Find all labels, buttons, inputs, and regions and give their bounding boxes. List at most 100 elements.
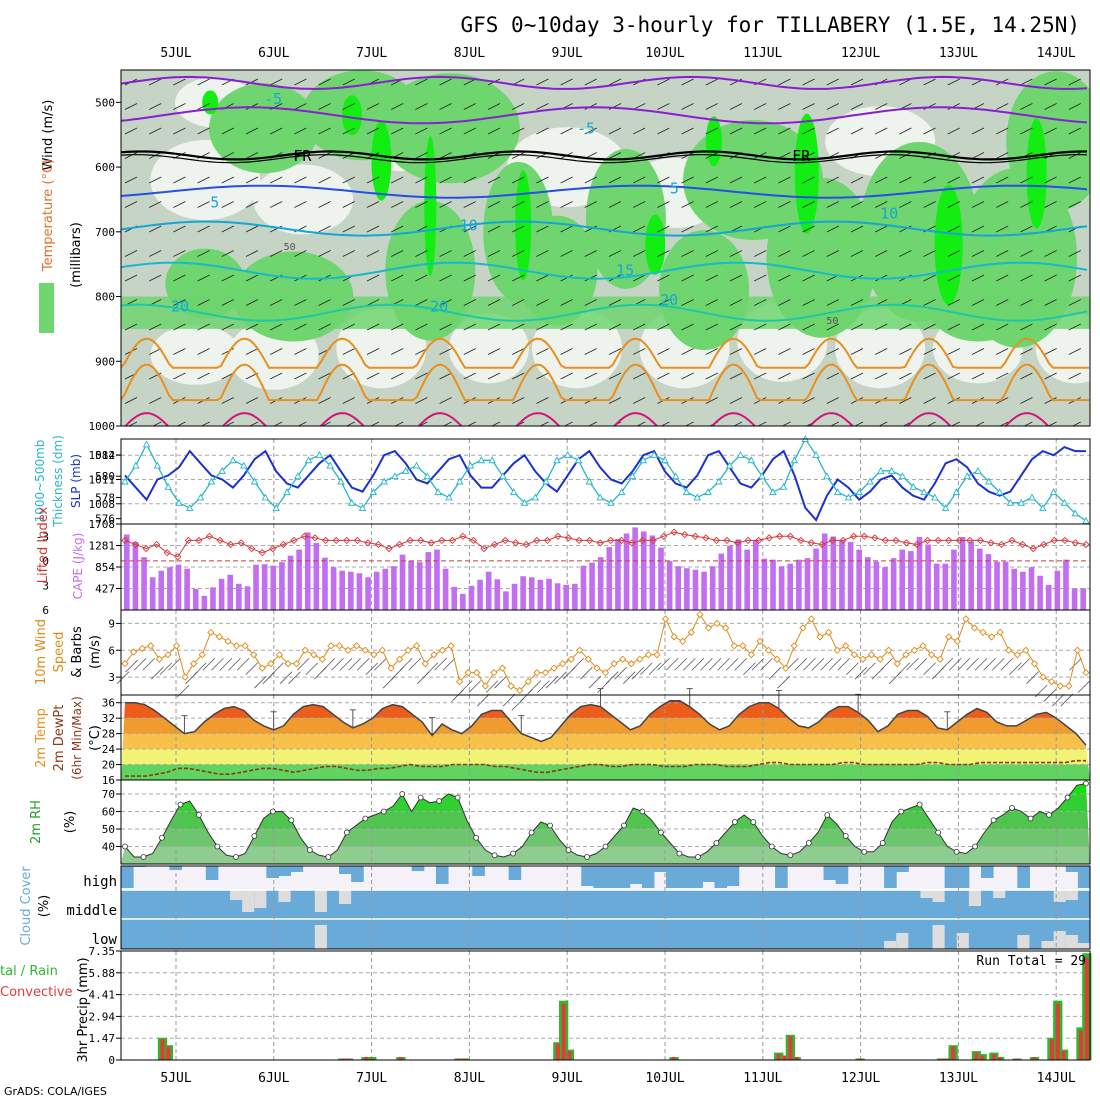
cape-bar [460,593,466,610]
wind-barb [875,103,888,110]
wind-barb [560,348,573,355]
wind-barb [899,372,912,380]
wind-speed-point [258,664,266,672]
surface-wind-barb [734,657,748,671]
low-cloud-bar [508,919,522,949]
thickness-point [952,488,961,496]
wind-speed-point [1073,646,1082,654]
lifted-index-point [881,536,889,545]
wind-barb [681,78,694,86]
wind-barb [899,127,912,135]
rain-convective-bar [788,1036,793,1060]
wind-barb [705,103,718,110]
mid-cloud-bar [496,890,510,919]
cape-bar [210,587,216,610]
cape-bar [933,563,940,610]
wind-barb [560,250,573,257]
surface-wind-barb [588,675,602,689]
wind-barb [536,323,549,331]
wind-barb [512,323,525,331]
wind-barb [899,176,912,184]
thickness-point [877,466,885,474]
temp-color-band [121,749,1090,765]
thickness-tick-label: 580 [95,470,115,483]
low-cloud-bar [302,919,316,949]
rh-point [1009,805,1015,811]
wind-barb [947,103,960,110]
lifted-index-tick-label: 0 [42,555,49,568]
thickness-point [132,461,140,469]
wind-barb [826,299,839,306]
thickness-point [833,488,842,496]
pressure-tick-label: 500 [95,96,115,109]
thickness-point [423,472,432,480]
wind-barb [197,127,210,135]
mid-cloud-bar [121,890,134,919]
low-cloud-gap [1041,941,1055,949]
rain-convective-bar [782,1055,787,1060]
wind-barb [391,348,404,355]
mid-cloud-bar [508,890,522,919]
slp-tick-label: 1011 [89,473,116,486]
wind-barb [850,176,864,184]
thickness-point [963,472,971,480]
lifted-index-point [459,532,467,540]
wind-speed-point [507,682,515,690]
pressure-tick-label: 900 [95,355,115,368]
lifted-index-point [184,536,192,545]
rh-point [399,791,406,797]
thickness-point [941,504,950,512]
wind-speed-point [138,644,146,653]
wind-barb [560,225,573,233]
thickness-point [499,472,507,480]
surface-wind-barb [254,675,267,689]
wind-barb [512,201,525,208]
surface-wind-barb [854,666,868,680]
wind-barb [705,323,718,331]
wind-barb [221,152,234,159]
wind-barb [124,176,138,184]
mid-cloud-bar [520,890,534,919]
wind-speed-point [473,668,481,677]
wind-barb [850,201,864,208]
mid-cloud-gap [1065,890,1079,900]
wind-barb [318,201,331,208]
wind-barb [491,421,501,426]
cape-bar [839,540,845,610]
thickness-point [358,504,367,512]
wind-barb [826,176,839,184]
lifted-index-tick-label: -3 [36,530,49,543]
wind-barb [826,78,839,86]
cape-bar [167,567,173,610]
wind-barb [173,299,186,306]
wind-barb [729,299,743,306]
wind-barb [366,201,380,208]
wind-barb [173,78,186,86]
wind-speed-point [799,624,807,632]
rh-point [232,854,239,860]
wind-barb [415,127,428,135]
low-cloud-bar [544,919,558,949]
low-cloud-bar [399,919,413,949]
wind-barb [466,421,476,426]
saturated-region [705,116,722,167]
low-cloud-gap [1077,943,1091,949]
mid-cloud-bar [908,890,921,919]
surface-wind-barb [760,657,773,671]
surface-wind-barb [605,671,619,684]
wind-speed-point [1048,677,1056,686]
wind-barb [875,176,888,184]
mid-cloud-bar [1041,890,1055,919]
surface-wind-barb [914,657,928,671]
cape-bar [968,541,974,610]
wind-speed-point [653,651,661,659]
lifted-index-point [1008,536,1016,545]
lifted-index-point [638,536,647,545]
wind-barb [802,299,815,306]
wind-barb [947,127,960,135]
wind-barb [391,127,404,135]
thickness-axis-label: Thickness (dm) [51,435,65,528]
low-cloud-bar [944,919,958,949]
lifted-index-point [712,536,721,545]
cape-bar [201,595,208,610]
